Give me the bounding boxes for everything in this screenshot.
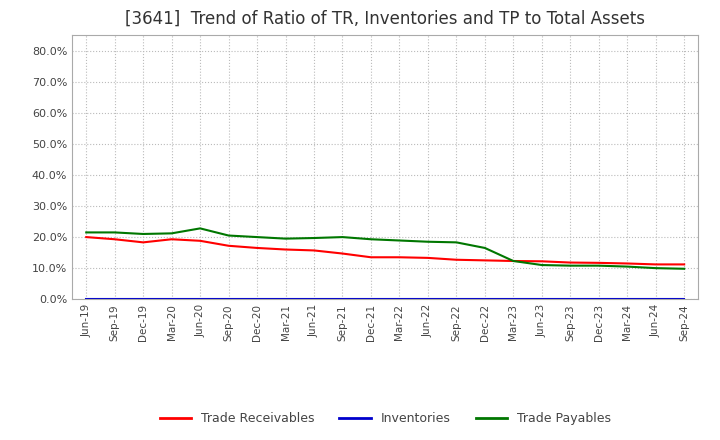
Trade Payables bbox=[452, 240, 461, 245]
Inventories bbox=[366, 296, 375, 301]
Trade Receivables bbox=[537, 259, 546, 264]
Inventories bbox=[338, 296, 347, 301]
Trade Receivables bbox=[595, 260, 603, 265]
Trade Receivables bbox=[253, 246, 261, 251]
Trade Payables bbox=[139, 231, 148, 237]
Trade Receivables bbox=[310, 248, 318, 253]
Inventories bbox=[110, 296, 119, 301]
Trade Receivables bbox=[566, 260, 575, 265]
Trade Receivables bbox=[680, 262, 688, 267]
Trade Payables bbox=[253, 235, 261, 240]
Inventories bbox=[537, 296, 546, 301]
Trade Receivables bbox=[423, 255, 432, 260]
Trade Payables bbox=[110, 230, 119, 235]
Inventories bbox=[82, 296, 91, 301]
Trade Payables bbox=[623, 264, 631, 269]
Trade Payables bbox=[537, 262, 546, 268]
Trade Receivables bbox=[139, 240, 148, 245]
Trade Payables bbox=[509, 258, 518, 264]
Trade Payables bbox=[196, 226, 204, 231]
Trade Payables bbox=[225, 233, 233, 238]
Inventories bbox=[423, 296, 432, 301]
Trade Receivables bbox=[366, 255, 375, 260]
Inventories bbox=[139, 296, 148, 301]
Inventories bbox=[652, 296, 660, 301]
Trade Receivables bbox=[167, 237, 176, 242]
Inventories bbox=[680, 296, 688, 301]
Line: Trade Payables: Trade Payables bbox=[86, 228, 684, 269]
Inventories bbox=[480, 296, 489, 301]
Trade Receivables bbox=[225, 243, 233, 249]
Inventories bbox=[452, 296, 461, 301]
Trade Payables bbox=[338, 235, 347, 240]
Trade Receivables bbox=[652, 262, 660, 267]
Trade Receivables bbox=[196, 238, 204, 243]
Trade Payables bbox=[167, 231, 176, 236]
Trade Receivables bbox=[509, 258, 518, 264]
Trade Payables bbox=[652, 265, 660, 271]
Trade Receivables bbox=[82, 235, 91, 240]
Inventories bbox=[595, 296, 603, 301]
Trade Payables bbox=[82, 230, 91, 235]
Inventories bbox=[310, 296, 318, 301]
Trade Payables bbox=[566, 263, 575, 268]
Trade Receivables bbox=[480, 258, 489, 263]
Trade Payables bbox=[680, 266, 688, 271]
Trade Receivables bbox=[282, 247, 290, 252]
Line: Trade Receivables: Trade Receivables bbox=[86, 237, 684, 264]
Inventories bbox=[167, 296, 176, 301]
Inventories bbox=[225, 296, 233, 301]
Inventories bbox=[509, 296, 518, 301]
Trade Payables bbox=[480, 246, 489, 251]
Inventories bbox=[623, 296, 631, 301]
Trade Receivables bbox=[452, 257, 461, 262]
Trade Receivables bbox=[110, 237, 119, 242]
Trade Payables bbox=[595, 263, 603, 268]
Trade Payables bbox=[423, 239, 432, 244]
Inventories bbox=[395, 296, 404, 301]
Trade Payables bbox=[366, 237, 375, 242]
Legend: Trade Receivables, Inventories, Trade Payables: Trade Receivables, Inventories, Trade Pa… bbox=[155, 407, 616, 430]
Inventories bbox=[196, 296, 204, 301]
Inventories bbox=[253, 296, 261, 301]
Trade Payables bbox=[310, 235, 318, 241]
Trade Payables bbox=[395, 238, 404, 243]
Trade Payables bbox=[282, 236, 290, 241]
Trade Receivables bbox=[623, 261, 631, 266]
Title: [3641]  Trend of Ratio of TR, Inventories and TP to Total Assets: [3641] Trend of Ratio of TR, Inventories… bbox=[125, 10, 645, 28]
Inventories bbox=[566, 296, 575, 301]
Trade Receivables bbox=[395, 255, 404, 260]
Trade Receivables bbox=[338, 251, 347, 256]
Inventories bbox=[282, 296, 290, 301]
